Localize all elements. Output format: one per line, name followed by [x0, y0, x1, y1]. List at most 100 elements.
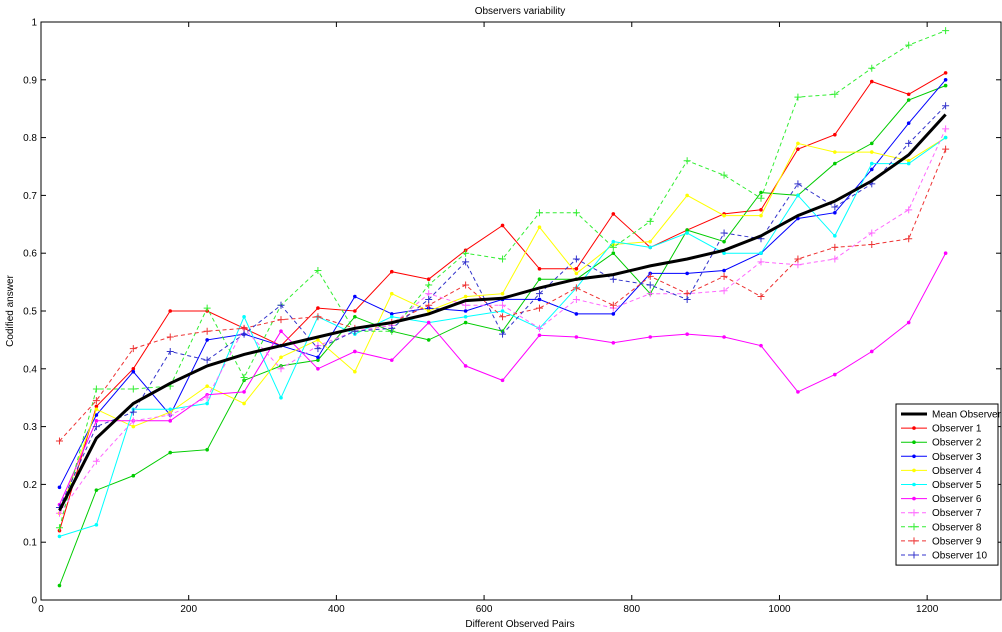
data-point	[168, 407, 173, 412]
y-tick-label: 1	[31, 18, 37, 29]
data-point	[203, 304, 211, 312]
data-point	[796, 390, 800, 394]
data-point	[869, 167, 874, 172]
data-point	[572, 295, 580, 303]
data-point	[722, 335, 726, 339]
data-point	[833, 132, 837, 137]
data-point	[759, 213, 763, 218]
data-point	[166, 333, 174, 341]
data-point	[203, 394, 211, 402]
data-point	[942, 145, 950, 153]
data-point	[535, 290, 543, 298]
data-point	[868, 64, 876, 72]
data-point	[57, 534, 62, 539]
series-line-0	[58, 113, 947, 512]
legend-label: Observer 4	[932, 466, 982, 477]
y-tick-label: 0.8	[23, 133, 37, 144]
legend-marker	[912, 468, 916, 473]
data-point	[242, 314, 246, 319]
data-point	[906, 98, 911, 102]
data-point	[499, 330, 507, 338]
data-point	[796, 147, 800, 151]
x-tick-label: 800	[623, 604, 640, 615]
data-point	[92, 423, 100, 431]
data-point	[646, 217, 654, 225]
data-point	[759, 343, 763, 348]
data-point	[646, 281, 654, 289]
data-point	[279, 329, 283, 334]
data-point	[869, 79, 874, 84]
y-tick-label: 0	[31, 596, 37, 607]
y-tick-label: 0.2	[23, 480, 37, 491]
legend-label: Observer 10	[932, 551, 987, 562]
data-point	[942, 102, 950, 110]
y-tick-label: 0.7	[23, 191, 37, 202]
data-point	[646, 272, 654, 280]
data-point	[129, 345, 137, 353]
data-point	[831, 203, 839, 211]
data-point	[205, 447, 209, 452]
data-point	[316, 358, 320, 362]
data-point	[906, 92, 911, 97]
data-point	[462, 301, 470, 309]
data-point	[426, 338, 431, 342]
data-point	[722, 213, 726, 218]
data-point	[463, 309, 468, 313]
data-point	[203, 327, 211, 335]
data-point	[685, 228, 689, 232]
data-point	[535, 209, 543, 217]
legend-label: Observer 7	[932, 508, 982, 519]
data-point	[94, 413, 99, 417]
data-point	[868, 229, 876, 237]
data-point	[279, 355, 283, 360]
data-point	[794, 180, 802, 188]
data-point	[609, 243, 617, 251]
data-point	[500, 223, 505, 228]
data-point	[685, 193, 689, 198]
data-point	[759, 208, 763, 212]
data-point	[869, 150, 874, 154]
data-point	[463, 364, 468, 368]
data-point	[499, 255, 507, 263]
legend-marker	[912, 454, 916, 459]
data-point	[833, 150, 837, 154]
legend-label: Observer 3	[932, 452, 982, 463]
data-point	[833, 372, 837, 377]
data-point	[240, 373, 248, 381]
data-point	[389, 314, 394, 319]
data-point	[759, 251, 763, 255]
data-point	[943, 78, 948, 82]
data-point	[426, 277, 431, 282]
data-point	[500, 378, 505, 383]
data-point	[57, 485, 62, 490]
data-point	[943, 135, 948, 140]
data-point	[314, 345, 322, 353]
data-point	[500, 309, 505, 313]
data-point	[94, 404, 99, 409]
data-point	[205, 338, 209, 342]
data-point	[683, 295, 691, 303]
data-point	[353, 314, 357, 319]
data-point	[426, 309, 431, 313]
data-point	[131, 424, 136, 429]
data-point	[794, 255, 802, 263]
data-point	[129, 385, 137, 393]
axis-ticks: 0 200 400 600 800 1000 1200 0 0.1 0.2 0.3 0.4 0.5 0.6…	[23, 18, 1001, 615]
data-point	[648, 245, 653, 250]
data-point	[757, 194, 765, 202]
data-point	[425, 281, 433, 289]
data-point	[869, 141, 874, 146]
data-point	[868, 241, 876, 249]
data-point	[943, 71, 948, 75]
data-point	[92, 457, 100, 465]
data-point	[316, 338, 320, 342]
data-point	[462, 281, 470, 289]
data-point	[609, 275, 617, 283]
data-point	[942, 125, 950, 133]
data-point	[353, 349, 357, 354]
data-point	[833, 210, 837, 215]
data-point	[205, 401, 209, 406]
data-point	[722, 268, 726, 273]
data-point	[277, 301, 285, 309]
data-point	[168, 450, 173, 455]
